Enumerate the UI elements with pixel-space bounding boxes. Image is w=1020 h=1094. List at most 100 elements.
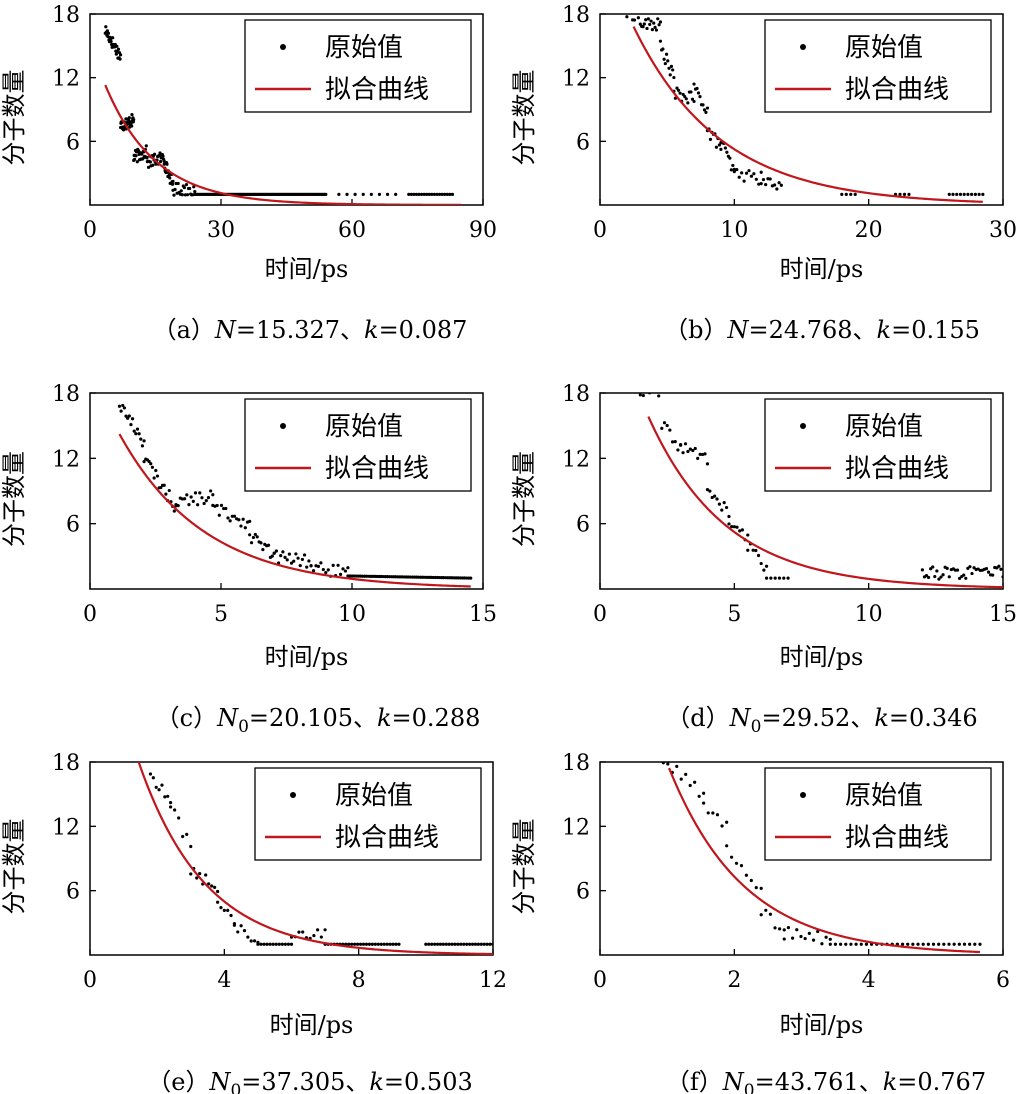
x-tick-label: 30 <box>207 218 235 243</box>
raw-point <box>435 192 439 196</box>
raw-point <box>394 192 398 196</box>
raw-point <box>658 20 663 24</box>
raw-point <box>764 564 769 568</box>
raw-point <box>744 171 749 175</box>
fit-curve <box>104 84 462 205</box>
plot-frame <box>599 13 1004 206</box>
raw-point <box>645 386 648 389</box>
raw-point <box>656 17 660 21</box>
raw-point <box>485 942 489 946</box>
raw-point <box>844 192 848 196</box>
raw-point <box>200 496 204 500</box>
raw-point <box>644 18 648 22</box>
raw-point <box>658 39 663 43</box>
raw-point <box>256 942 260 946</box>
raw-point <box>307 559 311 563</box>
raw-point <box>173 187 177 192</box>
raw-point <box>665 423 669 428</box>
raw-point <box>670 440 675 444</box>
x-tick-label: 30 <box>989 218 1017 243</box>
raw-point <box>379 942 383 946</box>
fit-curve <box>137 762 493 955</box>
raw-point <box>191 499 195 503</box>
legend-box <box>764 19 992 113</box>
raw-point <box>127 414 131 418</box>
x-axis-label: 时间/ps <box>780 643 864 671</box>
raw-point <box>675 764 679 769</box>
raw-point <box>476 942 480 946</box>
raw-point <box>678 91 682 95</box>
raw-point <box>134 432 138 436</box>
raw-point <box>382 942 386 946</box>
raw-point <box>430 192 434 196</box>
x-tick-label: 0 <box>83 968 97 993</box>
raw-point <box>902 192 907 196</box>
raw-point <box>270 554 274 558</box>
raw-point <box>700 452 705 457</box>
raw-point <box>440 192 444 196</box>
x-tick-label: 2 <box>727 968 741 993</box>
raw-point <box>661 762 665 765</box>
raw-point <box>155 474 160 478</box>
raw-point <box>705 488 710 492</box>
raw-point <box>207 882 211 886</box>
raw-point <box>139 437 143 441</box>
raw-point <box>775 187 779 191</box>
y-axis-label: 分子数量 <box>510 70 538 166</box>
raw-point <box>947 942 951 946</box>
raw-point <box>345 192 349 196</box>
raw-point <box>920 568 925 572</box>
raw-point <box>717 143 722 147</box>
fit-curve <box>118 433 471 588</box>
raw-point <box>757 182 761 186</box>
raw-point <box>132 157 137 161</box>
raw-point <box>271 942 275 946</box>
raw-point <box>705 106 710 110</box>
raw-point <box>719 147 723 151</box>
raw-point <box>192 185 196 189</box>
raw-point <box>955 568 960 572</box>
raw-point <box>161 154 165 158</box>
raw-point <box>695 86 699 91</box>
raw-point <box>759 886 763 890</box>
x-axis-label: 时间/ps <box>780 255 864 283</box>
raw-point <box>666 59 670 63</box>
raw-point <box>986 570 991 574</box>
raw-point <box>338 572 343 576</box>
raw-point <box>645 26 649 31</box>
raw-point <box>232 514 237 518</box>
raw-point <box>316 564 321 568</box>
raw-point <box>679 443 683 447</box>
raw-point <box>732 525 736 529</box>
raw-point <box>248 533 252 537</box>
raw-point <box>759 913 763 917</box>
raw-point <box>259 942 263 946</box>
raw-point <box>140 152 144 156</box>
y-axis-label: 分子数量 <box>0 451 28 547</box>
raw-point <box>849 942 853 946</box>
raw-point <box>702 791 706 795</box>
raw-point <box>642 22 646 26</box>
raw-point <box>744 873 749 877</box>
raw-point <box>725 844 729 848</box>
raw-point <box>683 94 687 99</box>
fit-curve <box>647 416 1003 589</box>
raw-point <box>696 456 700 460</box>
raw-point <box>249 939 253 943</box>
raw-point <box>219 905 223 910</box>
raw-point <box>970 192 974 196</box>
raw-point <box>355 942 360 946</box>
raw-point <box>991 573 995 577</box>
raw-point <box>958 192 963 196</box>
raw-point <box>432 192 437 196</box>
raw-point <box>154 468 158 473</box>
raw-point <box>761 178 766 182</box>
raw-point <box>686 101 690 105</box>
raw-point <box>287 552 291 556</box>
raw-point <box>717 502 722 506</box>
raw-point <box>280 942 284 946</box>
raw-point <box>151 776 155 780</box>
